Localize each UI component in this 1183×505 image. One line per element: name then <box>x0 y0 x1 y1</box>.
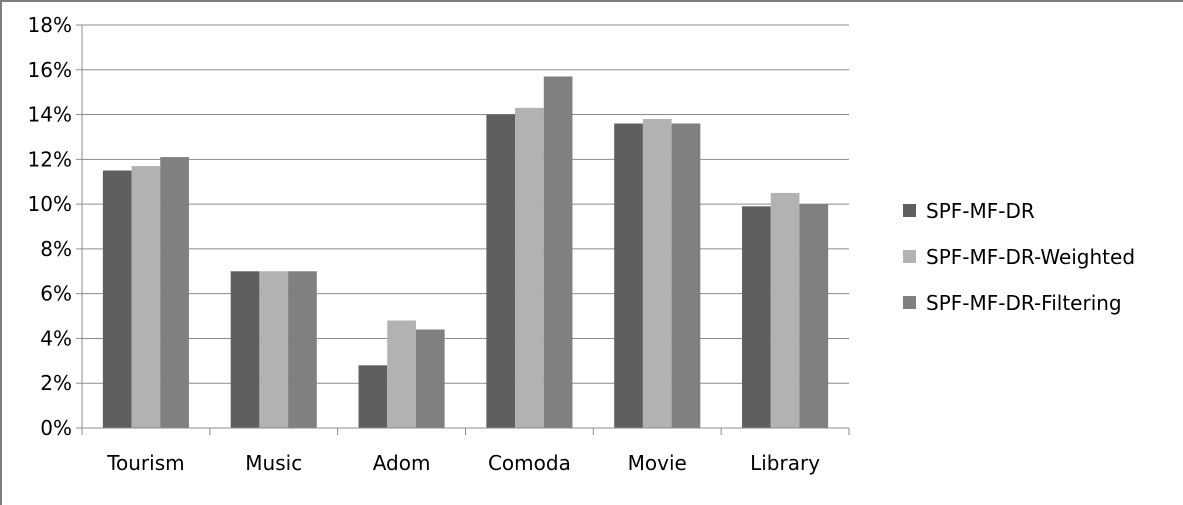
legend-swatch <box>903 296 916 309</box>
bar-spf-mf-dr-music <box>230 271 260 428</box>
bar-spf-mf-dr-weighted-library <box>770 192 800 428</box>
bar-spf-mf-dr-filtering-adom <box>415 329 445 428</box>
y-tick-label: 2% <box>40 371 72 395</box>
bar-spf-mf-dr-adom <box>358 365 388 428</box>
bar-spf-mf-dr-weighted-comoda <box>515 107 544 428</box>
y-tick-label: 10% <box>28 192 72 216</box>
x-tick-label: Comoda <box>488 451 571 475</box>
bar-spf-mf-dr-filtering-library <box>799 204 829 428</box>
y-tick-label: 6% <box>40 282 72 306</box>
legend-label: SPF-MF-DR-Weighted <box>926 245 1135 269</box>
gridlines <box>82 24 849 384</box>
y-tick-label: 4% <box>40 326 72 350</box>
y-tick-label: 16% <box>28 58 72 82</box>
x-tick-label: Adom <box>373 451 431 475</box>
y-tick-label: 8% <box>40 237 72 261</box>
y-tick-label: 12% <box>28 147 72 171</box>
bar-spf-mf-dr-filtering-music <box>288 271 317 428</box>
bar-spf-mf-dr-filtering-tourism <box>160 157 189 428</box>
legend: SPF-MF-DR SPF-MF-DR-Weighted SPF-MF-DR-Fil… <box>903 199 1135 315</box>
bar-spf-mf-dr-weighted-music <box>259 271 289 428</box>
x-tick-label: Tourism <box>106 451 184 475</box>
y-tick-label: 18% <box>28 13 72 37</box>
bar-spf-mf-dr-tourism <box>102 170 132 428</box>
bar-spf-mf-dr-weighted-adom <box>387 320 416 428</box>
x-tick-label: Library <box>750 451 820 475</box>
bar-spf-mf-dr-filtering-comoda <box>543 76 573 428</box>
bar-spf-mf-dr-filtering-movie <box>671 123 701 428</box>
x-tick-label: Music <box>245 451 302 475</box>
legend-swatch <box>903 250 916 263</box>
y-tick-label: 14% <box>28 103 72 127</box>
bar-spf-mf-dr-movie <box>614 123 643 428</box>
x-axis: Tourism Music Adom Comoda Movie Library <box>81 427 850 475</box>
bar-spf-mf-dr-comoda <box>486 114 516 429</box>
legend-label: SPF-MF-DR <box>926 199 1035 223</box>
bars <box>102 76 829 429</box>
y-tick-label: 0% <box>40 416 72 440</box>
bar-spf-mf-dr-weighted-movie <box>642 119 672 429</box>
x-tick-label: Movie <box>628 451 687 475</box>
bar-spf-mf-dr-weighted-tourism <box>131 166 161 429</box>
legend-swatch <box>903 204 916 217</box>
bar-spf-mf-dr-library <box>742 206 771 428</box>
y-axis: 0% 2% 4% 6% 8% 10% 12% 14% 16% 18% <box>28 13 83 440</box>
legend-label: SPF-MF-DR-Filtering <box>926 291 1122 315</box>
